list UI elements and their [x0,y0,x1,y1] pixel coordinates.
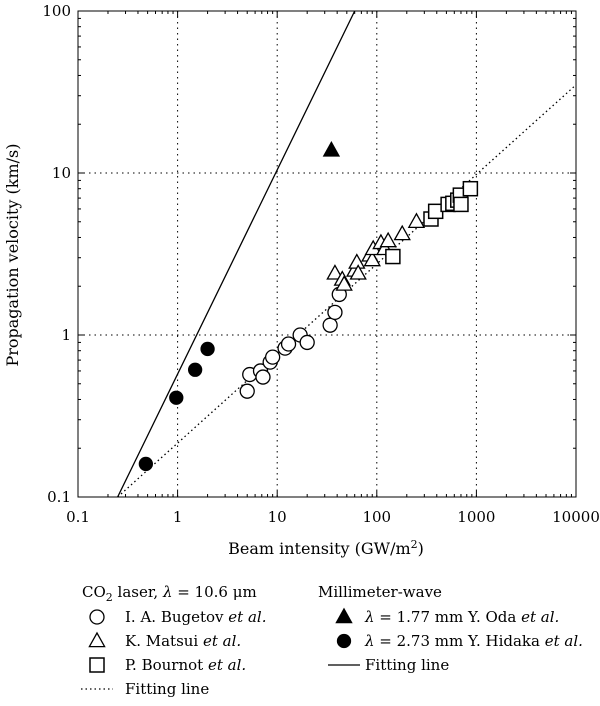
legend-title-co2-laser: CO2 laser, λ = 10.6 μm [82,583,257,604]
data-point-square-open [453,196,469,213]
x-axis-label: Beam intensity (GW/m2) [228,538,424,558]
legend-entry: Fitting line [365,656,449,674]
axis-ticks: 0.1 1 10 100 1000 10000 0.1 1 10 100 [42,2,600,526]
fitting-lines [117,10,577,498]
legend-marker-triangle-filled [335,607,353,624]
x-tick-label: 0.1 [66,508,90,526]
y-axis-label: Propagation velocity (km/s) [3,143,22,366]
data-point-circle-filled [169,390,184,405]
fitting-line-solid [117,10,356,498]
data-point-circle-open [255,369,271,385]
x-tick-label: 10000 [552,508,600,526]
data-point-triangle-open [407,212,426,229]
y-tick-label: 10 [52,164,71,182]
x-tick-label: 100 [362,508,391,526]
y-tick-label: 1 [61,326,71,344]
data-point-triangle-open [363,250,381,267]
x-tick-label: 10 [268,508,287,526]
legend-entry: λ = 1.77 mm Y. Oda et al. [364,608,559,626]
fitting-line-dotted [117,84,577,498]
x-tick-label: 1000 [457,508,495,526]
legend-marker-circle-filled [336,633,352,649]
x-tick-label: 1 [173,508,183,526]
legend-entry: λ = 2.73 mm Y. Hidaka et al. [364,632,583,650]
data-point-circle-filled [138,456,154,472]
plot-frame [77,10,577,498]
data-point-triangle-open [335,275,353,291]
data-point-triangle-filled [322,141,341,157]
data-point-triangle-open [393,224,411,241]
data-point-circle-open [327,304,343,320]
legend-entry: P. Bournot et al. [125,656,246,674]
data-point-triangle-open [379,231,397,248]
y-tick-label: 100 [42,2,71,20]
legend: CO2 laser, λ = 10.6 μm Millimeter-wave I… [81,583,583,698]
y-tick-label: 0.1 [47,488,71,506]
data-point-circle-open [239,383,255,399]
data-markers [138,141,479,472]
data-point-circle-filled [187,362,203,377]
data-point-square-open [462,180,479,197]
data-point-circle-filled [200,341,215,357]
legend-marker-circle-open [89,609,105,625]
data-point-square-open [385,248,401,265]
legend-entry: Fitting line [125,680,209,698]
legend-entry: K. Matsui et al. [125,632,241,650]
legend-title-millimeter-wave: Millimeter-wave [318,583,442,601]
legend-entry: I. A. Bugetov et al. [125,608,266,626]
data-point-circle-open [322,317,338,333]
data-point-triangle-open [349,264,367,280]
data-point-circle-open [299,334,315,351]
legend-marker-square-open [89,657,105,673]
data-point-triangle-open [326,264,344,280]
data-point-circle-open [280,336,297,352]
data-point-circle-open [264,349,281,365]
legend-marker-triangle-open [88,631,106,648]
